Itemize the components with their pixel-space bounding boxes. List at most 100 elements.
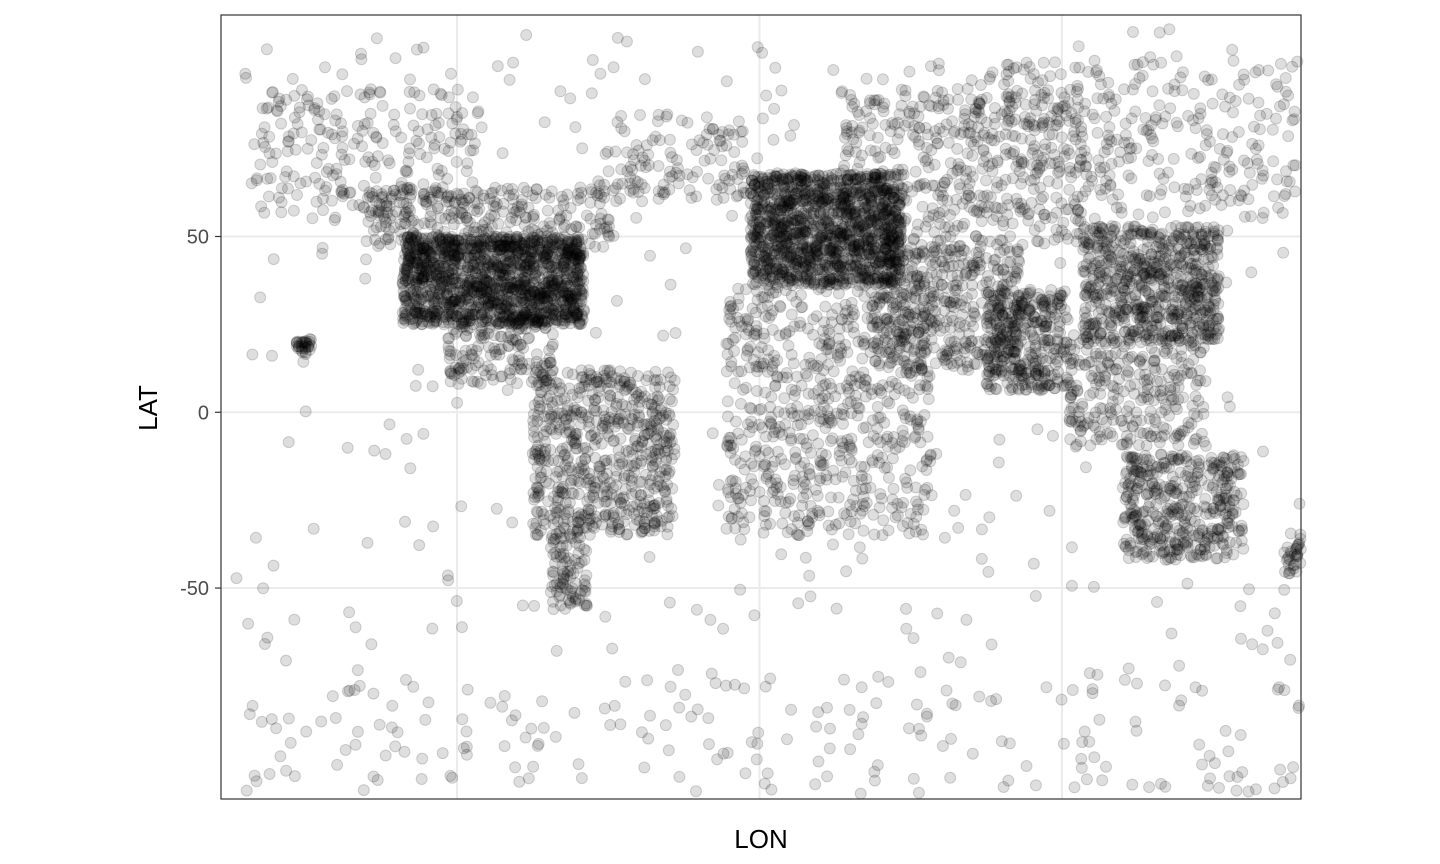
data-point: [393, 189, 406, 202]
data-point: [478, 273, 490, 286]
data-point: [729, 453, 741, 466]
data-point: [811, 489, 824, 502]
data-point: [648, 374, 661, 386]
data-point: [428, 142, 441, 155]
panel-background: [221, 15, 1301, 799]
data-point: [550, 427, 563, 440]
data-point: [546, 338, 559, 351]
data-point: [425, 290, 438, 303]
data-point: [413, 240, 426, 253]
data-point: [931, 137, 944, 150]
data-point: [553, 212, 566, 225]
data-point: [592, 391, 605, 404]
data-point: [864, 208, 877, 221]
data-point: [403, 252, 416, 265]
data-point: [744, 246, 757, 259]
data-point: [527, 372, 540, 385]
data-point: [554, 244, 567, 257]
data-point: [525, 245, 538, 258]
data-point: [537, 257, 550, 270]
data-point: [490, 245, 503, 258]
data-point: [507, 188, 520, 201]
data-point: [899, 212, 912, 225]
data-point: [531, 506, 544, 519]
data-point: [754, 184, 767, 197]
data-point: [455, 318, 468, 330]
data-point: [516, 319, 529, 332]
data-point: [753, 403, 766, 416]
data-point: [493, 244, 506, 256]
data-point: [624, 366, 637, 379]
data-point: [527, 425, 540, 438]
data-point: [427, 239, 440, 252]
data-point: [997, 219, 1010, 232]
data-point: [420, 310, 433, 323]
data-point: [800, 241, 813, 254]
data-point: [652, 392, 665, 405]
data-point: [475, 238, 487, 251]
data-point: [545, 532, 558, 545]
data-point: [380, 199, 393, 212]
data-point: [745, 473, 758, 485]
data-point: [648, 482, 661, 495]
data-point: [341, 85, 353, 98]
data-point: [566, 388, 579, 401]
data-point: [518, 242, 531, 255]
data-point: [449, 101, 462, 114]
data-point: [785, 308, 798, 321]
data-point: [532, 489, 545, 502]
data-point: [325, 128, 338, 141]
data-point: [845, 93, 858, 106]
data-point: [731, 311, 744, 324]
data-point: [529, 286, 542, 299]
data-point: [438, 252, 451, 265]
data-point: [293, 106, 306, 119]
data-point: [550, 471, 563, 483]
data-point: [460, 165, 473, 178]
data-point: [489, 181, 502, 194]
data-point: [599, 508, 612, 521]
data-point: [450, 113, 463, 126]
data-point: [311, 97, 324, 110]
data-point: [485, 234, 498, 247]
data-point: [272, 191, 285, 204]
data-point: [447, 248, 460, 261]
data-point: [291, 189, 303, 201]
data-point: [261, 172, 274, 185]
data-point: [817, 324, 830, 337]
data-point: [553, 245, 566, 258]
data-point: [507, 284, 519, 297]
data-point: [839, 187, 852, 200]
data-point: [574, 192, 587, 205]
data-point: [558, 551, 571, 564]
data-point: [850, 136, 863, 149]
data-point: [500, 257, 513, 270]
data-point: [537, 281, 550, 294]
data-point: [620, 383, 633, 395]
data-point: [557, 199, 570, 212]
data-point: [442, 249, 455, 262]
data-point: [398, 290, 411, 302]
data-point: [497, 250, 510, 263]
data-point: [577, 275, 590, 288]
data-point: [454, 127, 467, 140]
data-point: [874, 384, 886, 397]
data-point: [543, 352, 556, 365]
data-point: [511, 230, 524, 243]
data-point: [448, 246, 461, 259]
data-point: [763, 415, 776, 428]
data-point: [916, 200, 929, 213]
data-point: [519, 279, 532, 292]
data-point: [251, 172, 263, 185]
data-point: [520, 306, 533, 319]
data-point: [485, 369, 498, 382]
data-point: [540, 301, 553, 314]
data-point: [471, 285, 484, 298]
data-point: [572, 516, 585, 529]
data-point: [649, 502, 661, 515]
data-point: [407, 289, 420, 302]
data-point: [929, 125, 942, 138]
data-point: [440, 288, 453, 301]
data-point: [549, 501, 562, 514]
data-point: [864, 112, 877, 125]
